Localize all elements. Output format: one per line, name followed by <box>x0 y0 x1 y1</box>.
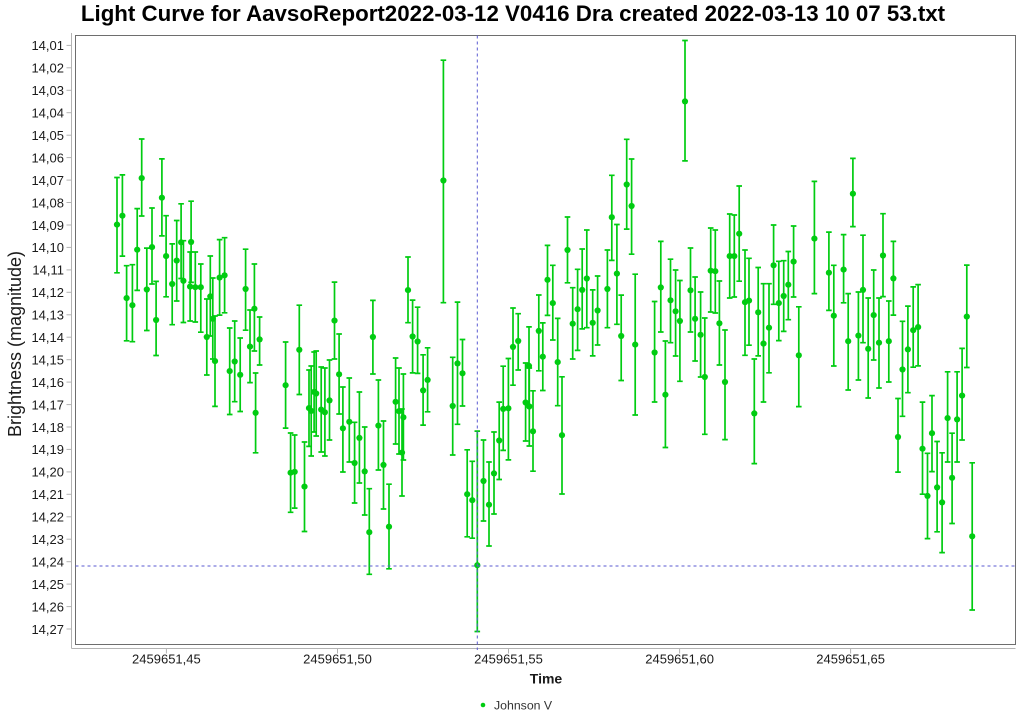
svg-text:14,27: 14,27 <box>31 622 64 637</box>
svg-text:14,17: 14,17 <box>31 397 64 412</box>
svg-text:14,23: 14,23 <box>31 532 64 547</box>
svg-text:14,09: 14,09 <box>31 218 64 233</box>
svg-text:2459651,60: 2459651,60 <box>645 651 714 666</box>
svg-text:2459651,65: 2459651,65 <box>816 651 885 666</box>
svg-text:14,06: 14,06 <box>31 150 64 165</box>
svg-text:Brightness (magnitude): Brightness (magnitude) <box>5 251 25 437</box>
svg-text:2459651,45: 2459651,45 <box>132 651 201 666</box>
svg-text:14,13: 14,13 <box>31 308 64 323</box>
svg-text:14,02: 14,02 <box>31 61 64 76</box>
svg-text:2459651,55: 2459651,55 <box>474 651 543 666</box>
svg-text:14,19: 14,19 <box>31 442 64 457</box>
svg-text:14,12: 14,12 <box>31 285 64 300</box>
svg-text:Johnson V: Johnson V <box>494 699 553 713</box>
svg-text:14,11: 14,11 <box>32 263 64 278</box>
svg-text:14,21: 14,21 <box>31 487 64 502</box>
svg-text:14,04: 14,04 <box>31 106 64 121</box>
svg-text:14,01: 14,01 <box>31 38 64 53</box>
svg-text:14,14: 14,14 <box>31 330 64 345</box>
svg-text:14,22: 14,22 <box>31 510 64 525</box>
svg-text:14,08: 14,08 <box>31 195 64 210</box>
svg-text:14,15: 14,15 <box>31 353 64 368</box>
svg-text:14,07: 14,07 <box>31 173 64 188</box>
svg-text:14,16: 14,16 <box>31 375 64 390</box>
svg-text:14,25: 14,25 <box>31 577 64 592</box>
svg-text:14,18: 14,18 <box>31 420 64 435</box>
svg-text:14,03: 14,03 <box>31 83 64 98</box>
svg-text:Time: Time <box>530 671 563 687</box>
svg-text:Light Curve for AavsoReport202: Light Curve for AavsoReport2022-03-12 V0… <box>81 1 946 26</box>
svg-text:14,24: 14,24 <box>31 555 64 570</box>
svg-text:14,20: 14,20 <box>31 465 64 480</box>
svg-text:14,10: 14,10 <box>31 240 64 255</box>
svg-text:2459651,50: 2459651,50 <box>303 651 372 666</box>
svg-text:14,05: 14,05 <box>31 128 64 143</box>
svg-text:14,26: 14,26 <box>31 599 64 614</box>
